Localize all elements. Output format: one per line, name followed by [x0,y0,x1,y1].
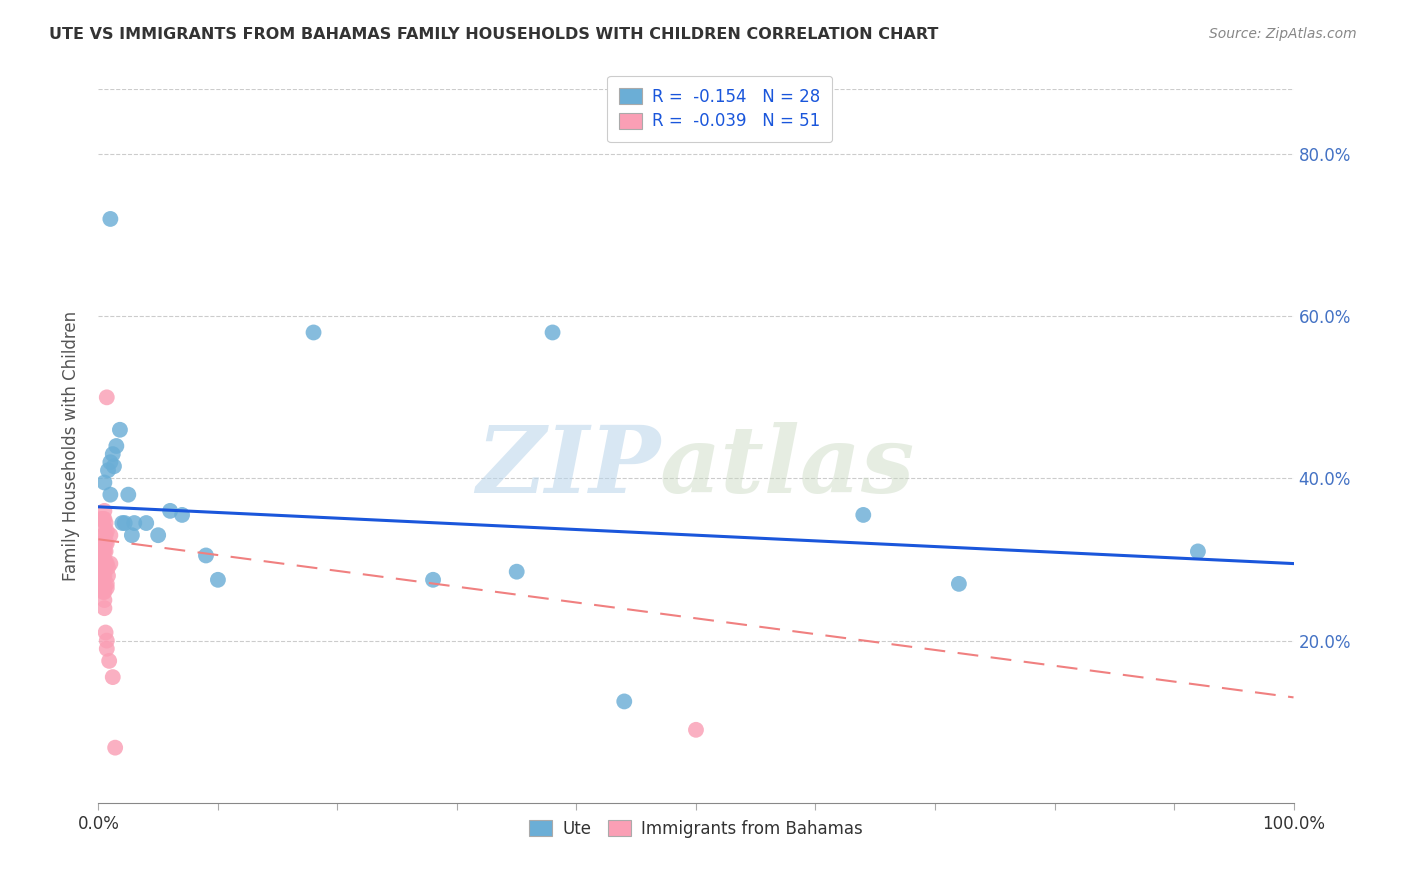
Point [101,447,124,461]
Point [91,557,114,571]
Point [91,536,114,550]
Point [91,585,114,599]
Y-axis label: Family Households with Children: Family Households with Children [62,311,80,581]
Point [97,463,120,477]
Point [90,512,112,526]
Point [98,654,121,668]
Point [117,488,139,502]
Point [91,552,114,566]
Point [91,560,114,574]
Point [91,512,114,526]
Point [94,516,117,530]
Point [94,544,117,558]
Legend: Ute, Immigrants from Bahamas: Ute, Immigrants from Bahamas [522,814,870,845]
Point [98,557,122,571]
Point [94,536,117,550]
Point [91,552,114,566]
Point [93,504,115,518]
Point [97,568,120,582]
Point [541,326,564,340]
Point [93,552,115,566]
Point [108,423,131,437]
Point [93,512,115,526]
Point [98,211,122,226]
Point [96,390,118,404]
Point [91,528,114,542]
Point [93,560,115,574]
Point [96,524,118,538]
Point [948,577,970,591]
Text: Source: ZipAtlas.com: Source: ZipAtlas.com [1209,27,1357,41]
Point [94,625,117,640]
Point [159,504,181,518]
Point [93,544,115,558]
Point [93,536,115,550]
Point [1187,544,1209,558]
Point [114,516,136,530]
Point [91,536,114,550]
Point [103,459,125,474]
Point [93,601,115,615]
Point [94,557,117,571]
Point [96,557,118,571]
Point [91,577,114,591]
Point [93,520,115,534]
Point [852,508,875,522]
Point [96,536,118,550]
Point [302,326,325,340]
Point [613,694,636,708]
Point [685,723,707,737]
Point [101,670,124,684]
Point [124,516,146,530]
Point [97,560,120,574]
Text: atlas: atlas [661,423,915,512]
Point [91,581,114,595]
Point [98,528,122,542]
Point [93,581,115,595]
Point [91,573,114,587]
Point [506,565,529,579]
Point [93,475,115,490]
Point [96,581,118,595]
Point [135,516,157,530]
Point [98,488,122,502]
Point [96,577,118,591]
Point [93,585,115,599]
Point [207,573,229,587]
Point [105,439,128,453]
Point [111,516,134,530]
Point [96,633,118,648]
Point [91,544,114,558]
Point [91,568,114,582]
Text: ZIP: ZIP [475,423,661,512]
Point [94,528,117,542]
Point [172,508,194,522]
Point [195,549,218,563]
Text: UTE VS IMMIGRANTS FROM BAHAMAS FAMILY HOUSEHOLDS WITH CHILDREN CORRELATION CHART: UTE VS IMMIGRANTS FROM BAHAMAS FAMILY HO… [49,27,939,42]
Point [91,568,114,582]
Point [93,593,115,607]
Point [422,573,444,587]
Point [121,528,143,542]
Point [91,577,114,591]
Point [104,740,127,755]
Point [96,641,118,656]
Point [98,455,122,469]
Point [93,568,115,582]
Point [148,528,170,542]
